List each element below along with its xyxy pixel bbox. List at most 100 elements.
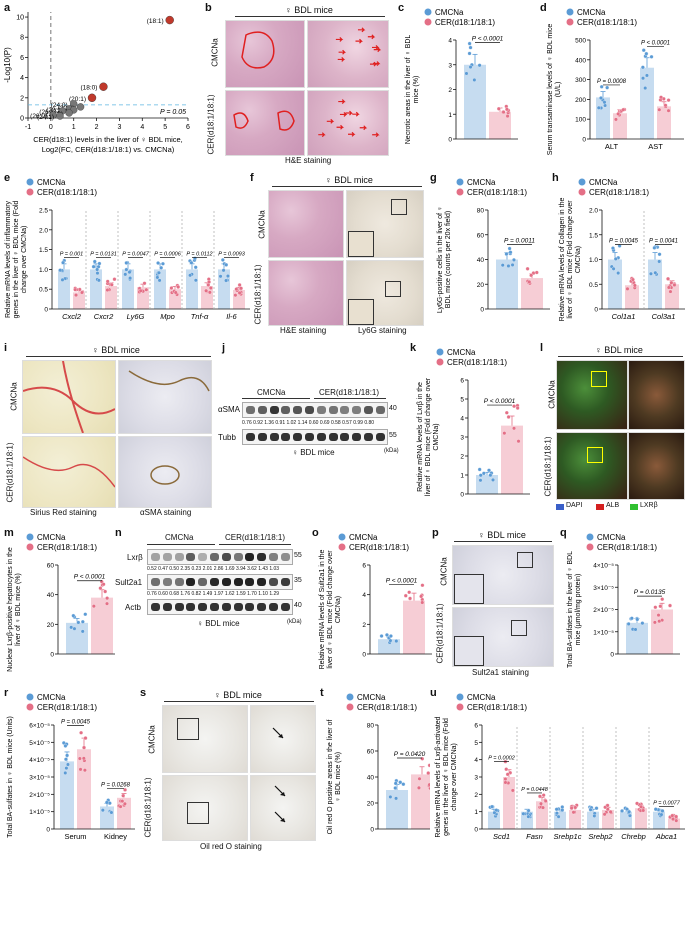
data-point [594, 806, 599, 811]
bar [503, 777, 515, 829]
legend-marker-treat [26, 543, 34, 551]
blot-band [162, 553, 172, 561]
data-point [657, 259, 662, 264]
blot-band [257, 578, 267, 586]
caption-2: Ly6G staining [358, 326, 407, 335]
legend-marker-ctrl [436, 348, 444, 356]
data-point [643, 86, 648, 91]
data-point [80, 290, 84, 295]
panel-c: c CMCNa CER(d18:1/18:1) 0 1 2 3 4 Necrotic area… [398, 0, 538, 165]
x-tick-label: 5 [163, 124, 167, 131]
data-point [616, 111, 621, 116]
data-point [61, 260, 66, 265]
legend-marker-ctrl [346, 693, 354, 701]
data-point [666, 276, 670, 281]
data-point [503, 780, 508, 785]
legend-marker-treat [338, 543, 346, 551]
caption: Oil red O staining [200, 842, 262, 851]
panel-label: i [4, 342, 8, 354]
y-axis-label: change over CMCNa) [21, 226, 28, 294]
data-point [97, 261, 102, 266]
panel-label: d [540, 2, 547, 14]
blot-band [210, 553, 219, 561]
data-point [401, 782, 406, 787]
bar [648, 259, 662, 309]
data-point [660, 808, 665, 813]
blot-band [364, 406, 373, 414]
data-point [426, 771, 430, 776]
p-value: P = 0.0420 [394, 751, 426, 758]
group-title: ♀ BDL mice [478, 530, 526, 540]
y-tick-label: 6 [474, 723, 478, 730]
legend-marker-ctrl [26, 533, 34, 541]
data-point [653, 270, 658, 275]
data-point [502, 431, 507, 436]
data-point [156, 261, 161, 265]
arrow-icon [355, 38, 363, 44]
y-tick-label: 5×10⁻⁵ [29, 740, 50, 747]
blot-band [198, 553, 208, 561]
arrow-icon [357, 27, 366, 33]
data-point [521, 811, 526, 816]
y-axis-label: ♀ BDL mice (%) [335, 752, 342, 802]
blot-band [221, 603, 231, 611]
row-label-treat: CER(d18:1/18:1) [253, 264, 263, 325]
legend-marker-treat [424, 18, 432, 26]
data-point [527, 280, 532, 284]
panel-label: b [205, 2, 212, 14]
legend-marker-treat [566, 18, 574, 26]
data-point [508, 250, 513, 255]
y-tick-label: 400 [575, 57, 586, 64]
data-point [159, 265, 164, 270]
y-tick-label: 1 [474, 809, 478, 816]
panel-i: i ♀ BDL mice CMCNa CER(d18:1/18:1) Siriu… [0, 340, 215, 520]
blot-band [151, 553, 160, 561]
y-axis-label: Nuclear Lxrβ-positive hepatocytes in the [7, 547, 14, 672]
panel-r: r CMCNa CER(d18:1/18:1) 0 1×10⁻⁵ 2×10⁻⁵ 3×10⁻… [0, 685, 135, 855]
p-value: P = 0.0268 [101, 782, 131, 788]
p-value: P = 0.0077 [653, 800, 680, 806]
legend-marker-treat [26, 188, 34, 196]
y-axis-label: Necrotic areas in the liver of ♀ BDL [405, 35, 412, 145]
data-point [221, 268, 226, 273]
data-point [592, 813, 597, 818]
p-value: P = 0.0041 [649, 239, 678, 245]
data-point [237, 290, 242, 295]
asma-image-ctrl [118, 360, 212, 434]
data-point [504, 410, 509, 415]
data-point [490, 804, 494, 809]
data-point [99, 82, 108, 91]
y-tick-label: 200 [575, 97, 586, 104]
data-point [666, 285, 671, 290]
row-label-treat: CER(d18:1/18:1) [435, 603, 445, 664]
p-value: P = 0.0045 [61, 719, 91, 725]
sirius-image-ctrl [22, 360, 116, 434]
y-tick-label: 6 [20, 55, 24, 62]
y-tick-label: 0 [50, 652, 54, 659]
legend-dapi: DAPI [566, 502, 583, 509]
legend-marker-treat [578, 188, 586, 196]
data-point [487, 468, 491, 473]
ly6g-image-ctrl [346, 190, 424, 258]
threshold-label: P = 0.05 [160, 109, 186, 116]
data-point [491, 477, 495, 482]
data-point [95, 271, 100, 276]
data-point [157, 278, 162, 283]
data-point [79, 730, 84, 735]
data-point [65, 753, 70, 758]
sirius-image-treat [22, 436, 116, 508]
y-tick-label: 0 [362, 652, 366, 659]
bar [657, 106, 671, 139]
y-axis-label: BDL mice (counts per 20x field) [445, 211, 452, 308]
fluo-zoom-treat [628, 432, 685, 500]
data-point [526, 814, 531, 819]
group-title: ♀ BDL mice [214, 690, 262, 700]
blot-band [257, 433, 267, 441]
data-point [427, 763, 430, 768]
y-tick-label: 1.0 [39, 267, 48, 274]
